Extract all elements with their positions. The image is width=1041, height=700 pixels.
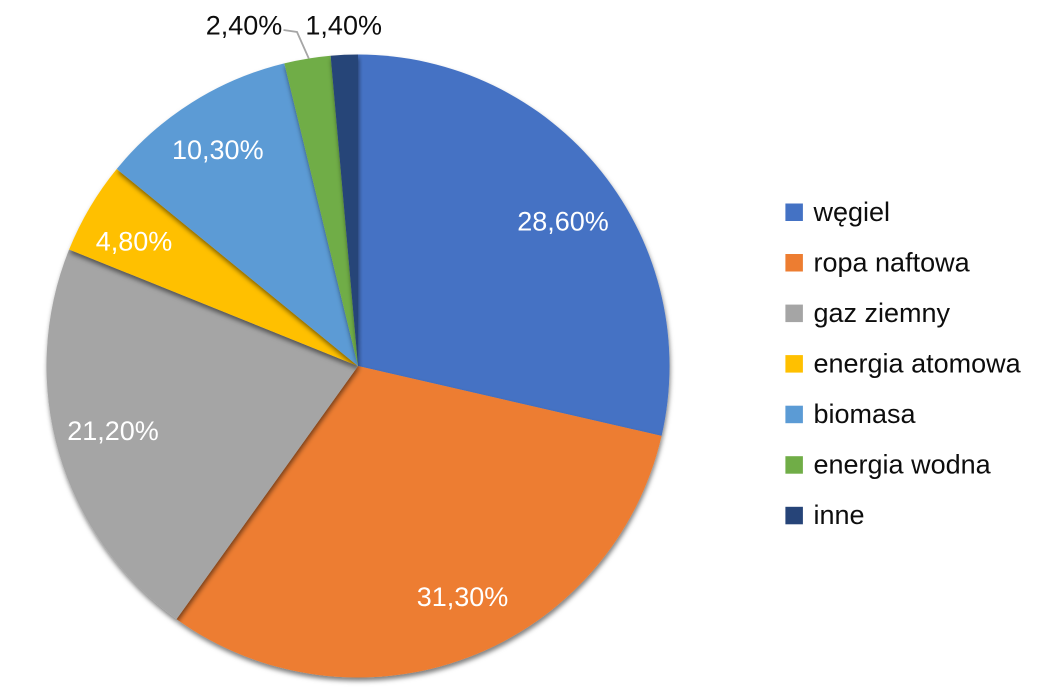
svg-text:biomasa: biomasa [814, 399, 917, 429]
svg-text:energia wodna: energia wodna [814, 450, 992, 480]
svg-text:gaz ziemny: gaz ziemny [814, 298, 951, 328]
svg-text:inne: inne [814, 500, 865, 530]
svg-text:28,60%: 28,60% [517, 206, 609, 236]
svg-text:1,40%: 1,40% [305, 10, 382, 40]
svg-text:ropa naftowa: ropa naftowa [814, 247, 971, 277]
svg-text:2,40%: 2,40% [206, 10, 283, 40]
svg-text:węgiel: węgiel [813, 197, 891, 227]
svg-text:energia atomowa: energia atomowa [814, 348, 1022, 378]
svg-text:31,30%: 31,30% [417, 582, 509, 612]
svg-text:4,80%: 4,80% [96, 227, 173, 257]
svg-text:10,30%: 10,30% [172, 135, 264, 165]
svg-text:21,20%: 21,20% [67, 416, 159, 446]
